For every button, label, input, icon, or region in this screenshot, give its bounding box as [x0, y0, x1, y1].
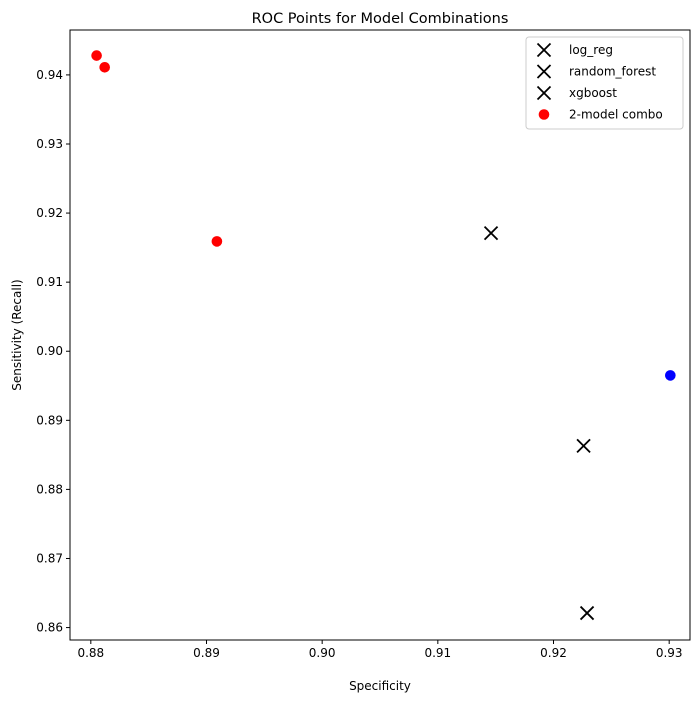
data-marks: [91, 50, 676, 621]
legend-entry-label: random_forest: [569, 65, 656, 79]
point-2-model-combo: [91, 50, 102, 61]
x-axis-label: Specificity: [349, 679, 411, 693]
plot-frame: [69, 29, 691, 641]
y-tick-label: 0.89: [36, 413, 63, 427]
point-xgboost: [579, 605, 595, 621]
legend-entry-label: log_reg: [569, 43, 613, 57]
x-tick-label: 0.92: [540, 646, 567, 660]
y-tick-label: 0.91: [36, 275, 63, 289]
x-tick-label: 0.88: [77, 646, 104, 660]
point-2-model-combo: [99, 62, 111, 73]
x-axis-ticks: 0.88 0.89 0.90 0.91 0.92 0.93: [77, 640, 683, 660]
x-tick-label: 0.93: [656, 646, 683, 660]
legend-marker-dot: [538, 109, 550, 120]
y-axis-label: Sensitivity (Recall): [10, 279, 24, 390]
y-tick-label: 0.94: [36, 68, 63, 82]
point-log-reg: [483, 225, 499, 241]
legend-box: [525, 36, 684, 130]
point-2-model-combo: [211, 236, 223, 247]
y-tick-label: 0.92: [36, 206, 63, 220]
y-axis-ticks: 0.86 0.87 0.88 0.89 0.90 0.91 0.92 0.93 0.94: [36, 68, 70, 635]
x-tick-label: 0.91: [424, 646, 451, 660]
y-tick-label: 0.88: [36, 482, 63, 496]
plot-area: [69, 29, 691, 641]
point-random-forest: [576, 438, 591, 454]
x-tick-label: 0.89: [193, 646, 220, 660]
legend-marker-x: [536, 64, 552, 79]
legend-marker-x: [536, 42, 552, 58]
legend-entry-label: 2-model combo: [569, 108, 663, 122]
y-tick-label: 0.93: [36, 137, 63, 151]
point-unlabeled-series: [665, 370, 676, 381]
y-tick-label: 0.87: [36, 551, 63, 565]
y-tick-label: 0.90: [36, 344, 63, 358]
x-tick-label: 0.90: [309, 646, 336, 660]
legend-entry-label: xgboost: [569, 86, 617, 100]
y-tick-label: 0.86: [36, 621, 63, 635]
legend-marker-x: [536, 85, 552, 101]
chart-title: ROC Points for Model Combinations: [252, 11, 509, 27]
